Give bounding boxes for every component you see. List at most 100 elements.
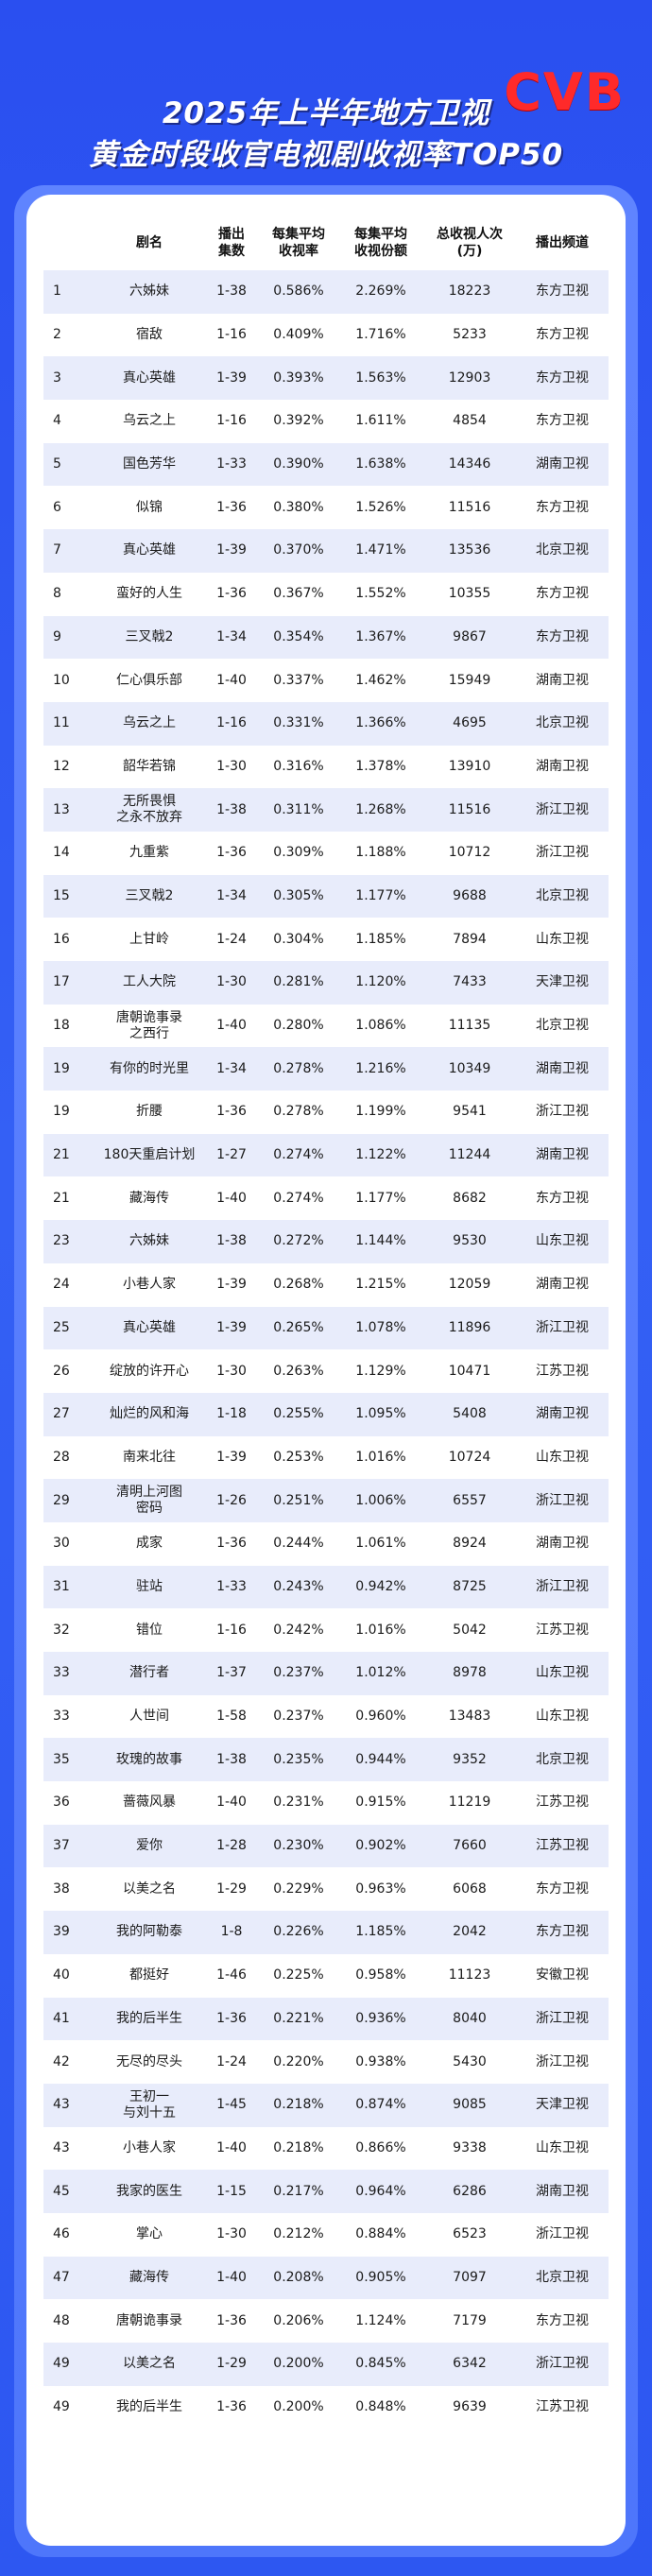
cell-episodes: 1-36 — [204, 486, 259, 530]
cell-name: 工人大院 — [94, 961, 204, 1005]
table-row: 49 以美之名 1-29 0.200% 0.845% 6342 浙江卫视 — [43, 2343, 609, 2386]
table-row: 2 宿敌 1-16 0.409% 1.716% 5233 东方卫视 — [43, 313, 609, 357]
cell-share: 0.915% — [338, 1781, 423, 1825]
cell-viewers: 6557 — [423, 1479, 516, 1522]
table-row: 27 灿烂的风和海 1-18 0.255% 1.095% 5408 湖南卫视 — [43, 1392, 609, 1436]
table-row: 19 有你的时光里 1-34 0.278% 1.216% 10349 湖南卫视 — [43, 1047, 609, 1091]
table-row: 28 南来北往 1-39 0.253% 1.016% 10724 山东卫视 — [43, 1435, 609, 1480]
header-viewers: 总收视人次 (万) — [437, 227, 503, 259]
cell-episodes: 1-30 — [204, 745, 259, 789]
cell-share: 1.124% — [338, 2299, 423, 2343]
table-row: 46 掌心 1-30 0.212% 0.884% 6523 浙江卫视 — [43, 2212, 609, 2257]
cell-rating: 0.380% — [259, 486, 338, 530]
cell-viewers: 8978 — [423, 1652, 516, 1695]
cell-viewers: 9338 — [423, 2126, 516, 2171]
cell-rank: 40 — [43, 1953, 94, 1998]
table-card: 剧名 播出 集数 每集平均 收视率 每集平均 收视份额 总收视人次 (万) 播出… — [26, 195, 626, 2546]
cell-share: 0.848% — [338, 2385, 423, 2430]
cell-episodes: 1-34 — [204, 1047, 259, 1091]
table-row: 25 真心英雄 1-39 0.265% 1.078% 11896 浙江卫视 — [43, 1306, 609, 1350]
cell-episodes: 1-46 — [204, 1953, 259, 1998]
table-row: 8 蛮好的人生 1-36 0.367% 1.552% 10355 东方卫视 — [43, 572, 609, 616]
cell-rating: 0.337% — [259, 659, 338, 702]
cell-share: 0.845% — [338, 2343, 423, 2386]
cell-channel: 山东卫视 — [516, 1652, 609, 1695]
cell-viewers: 12903 — [423, 356, 516, 401]
table-body: 1 六姊妹 1-38 0.586% 2.269% 18223 东方卫视 2 宿敌 1-16 0.40… — [43, 270, 609, 2430]
cell-rating: 0.272% — [259, 1220, 338, 1263]
cell-channel: 东方卫视 — [516, 356, 609, 401]
cell-share: 0.936% — [338, 1997, 423, 2041]
header-rank — [43, 215, 94, 270]
cell-rank: 23 — [43, 1220, 94, 1263]
table-row: 23 六姊妹 1-38 0.272% 1.144% 9530 山东卫视 — [43, 1220, 609, 1263]
cell-channel: 浙江卫视 — [516, 2343, 609, 2386]
table-row: 33 人世间 1-58 0.237% 0.960% 13483 山东卫视 — [43, 1694, 609, 1739]
cell-rank: 9 — [43, 615, 94, 660]
cell-rank: 21 — [43, 1133, 94, 1177]
cell-rating: 0.278% — [259, 1047, 338, 1091]
table-row: 48 唐朝诡事录 1-36 0.206% 1.124% 7179 东方卫视 — [43, 2299, 609, 2343]
cell-name: 错位 — [94, 1608, 204, 1652]
cell-share: 1.552% — [338, 572, 423, 616]
cell-name: 潜行者 — [94, 1652, 204, 1695]
cell-viewers: 10724 — [423, 1435, 516, 1480]
cell-rank: 30 — [43, 1521, 94, 1566]
cell-episodes: 1-30 — [204, 2212, 259, 2257]
cell-share: 1.122% — [338, 1133, 423, 1177]
table-row: 43 王初一 与刘十五 1-45 0.218% 0.874% 9085 天津卫视 — [43, 2083, 609, 2127]
cell-share: 1.268% — [338, 788, 423, 832]
cell-channel: 北京卫视 — [516, 701, 609, 746]
cell-episodes: 1-36 — [204, 831, 259, 875]
cell-rating: 0.253% — [259, 1435, 338, 1480]
cell-channel: 浙江卫视 — [516, 1091, 609, 1134]
cell-rank: 16 — [43, 918, 94, 961]
cell-channel: 山东卫视 — [516, 1435, 609, 1480]
cell-rating: 0.370% — [259, 529, 338, 573]
cell-episodes: 1-15 — [204, 2170, 259, 2213]
table-row: 37 爱你 1-28 0.230% 0.902% 7660 江苏卫视 — [43, 1824, 609, 1868]
cell-episodes: 1-38 — [204, 788, 259, 832]
cell-name: 九重紫 — [94, 831, 204, 875]
cell-share: 0.874% — [338, 2083, 423, 2127]
cell-channel: 东方卫视 — [516, 1176, 609, 1221]
cell-share: 0.960% — [338, 1694, 423, 1739]
cell-share: 1.185% — [338, 918, 423, 961]
cell-name: 唐朝诡事录 之西行 — [94, 1004, 204, 1048]
title-line-2: 黄金时段收官电视剧收视率TOP50 — [88, 138, 564, 172]
cell-channel: 江苏卫视 — [516, 1349, 609, 1393]
cell-name: 国色芳华 — [94, 442, 204, 487]
cell-rating: 0.409% — [259, 313, 338, 357]
cell-viewers: 13536 — [423, 529, 516, 573]
cell-rank: 43 — [43, 2083, 94, 2127]
cell-viewers: 11135 — [423, 1004, 516, 1048]
cell-name: 我的阿勒泰 — [94, 1911, 204, 1954]
table-row: 41 我的后半生 1-36 0.221% 0.936% 8040 浙江卫视 — [43, 1997, 609, 2041]
cell-rank: 47 — [43, 2256, 94, 2300]
cell-episodes: 1-36 — [204, 572, 259, 616]
table-row: 32 错位 1-16 0.242% 1.016% 5042 江苏卫视 — [43, 1608, 609, 1652]
cell-viewers: 8040 — [423, 1997, 516, 2041]
cell-episodes: 1-39 — [204, 1306, 259, 1350]
cell-rank: 33 — [43, 1652, 94, 1695]
cell-share: 0.944% — [338, 1738, 423, 1782]
cell-viewers: 12059 — [423, 1262, 516, 1307]
cell-share: 0.942% — [338, 1565, 423, 1609]
cell-channel: 浙江卫视 — [516, 831, 609, 875]
cell-rank: 18 — [43, 1004, 94, 1048]
table-row: 26 绽放的许开心 1-30 0.263% 1.129% 10471 江苏卫视 — [43, 1349, 609, 1393]
cell-rating: 0.218% — [259, 2083, 338, 2127]
cell-rating: 0.220% — [259, 2040, 338, 2084]
table-row: 19 折腰 1-36 0.278% 1.199% 9541 浙江卫视 — [43, 1091, 609, 1134]
cell-share: 1.378% — [338, 745, 423, 789]
cell-rank: 12 — [43, 745, 94, 789]
cell-rating: 0.237% — [259, 1694, 338, 1739]
cell-rating: 0.212% — [259, 2212, 338, 2257]
table-row: 24 小巷人家 1-39 0.268% 1.215% 12059 湖南卫视 — [43, 1262, 609, 1307]
cell-name: 真心英雄 — [94, 529, 204, 573]
cell-rank: 2 — [43, 313, 94, 357]
cell-channel: 浙江卫视 — [516, 2040, 609, 2084]
ratings-table: 剧名 播出 集数 每集平均 收视率 每集平均 收视份额 总收视人次 (万) 播出… — [43, 215, 609, 2430]
cell-viewers: 10712 — [423, 831, 516, 875]
cell-rating: 0.200% — [259, 2385, 338, 2430]
